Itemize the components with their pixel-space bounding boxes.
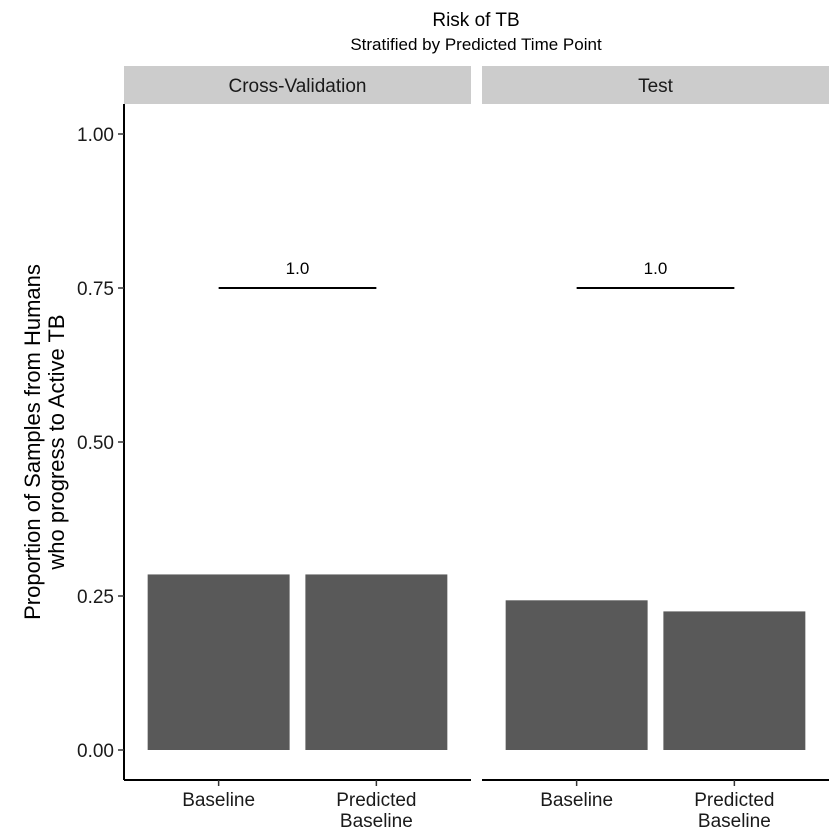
x-tick-label-line: Baseline (340, 811, 413, 832)
y-axis-title-line: Proportion of Samples from Humans (20, 264, 45, 620)
chart-title: Risk of TB (432, 10, 519, 31)
facet-strip (124, 66, 471, 104)
bar (663, 611, 806, 750)
x-tick-label-line: Predicted (694, 790, 774, 811)
facet-strip (482, 66, 829, 104)
y-tick-label: 0.50 (77, 433, 114, 454)
y-axis-title: Proportion of Samples from Humanswho pro… (20, 264, 69, 620)
y-tick-label: 0.00 (77, 741, 114, 762)
y-axis: 0.00 0.25 0.50 0.75 1.00 (77, 104, 125, 780)
bar (505, 600, 648, 750)
x-tick-label: Predicted Baseline (694, 790, 774, 832)
y-tick-label: 0.75 (77, 279, 114, 300)
y-axis-title-line: who progress to Active TB (44, 314, 69, 570)
facet-strip-label: Cross-Validation (229, 76, 367, 97)
x-tick-label-line: Predicted (336, 790, 416, 811)
y-tick-label: 1.00 (77, 125, 114, 146)
x-tick-label: Baseline (182, 790, 255, 811)
x-tick-label-line: Baseline (540, 790, 613, 811)
facet-strip-label: Test (638, 76, 674, 97)
bar (147, 574, 290, 750)
chart-subtitle: Stratified by Predicted Time Point (350, 35, 602, 54)
x-tick-label: Baseline (540, 790, 613, 811)
y-axis-title-text: Proportion of Samples from Humanswho pro… (20, 264, 69, 620)
comparison-label: 1.0 (286, 259, 310, 278)
x-tick-label-line: Baseline (182, 790, 255, 811)
bar (305, 574, 448, 750)
comparison-label: 1.0 (644, 259, 668, 278)
x-tick-label: Predicted Baseline (336, 790, 416, 832)
x-tick-label-line: Baseline (698, 811, 771, 832)
y-tick-label: 0.25 (77, 587, 114, 608)
